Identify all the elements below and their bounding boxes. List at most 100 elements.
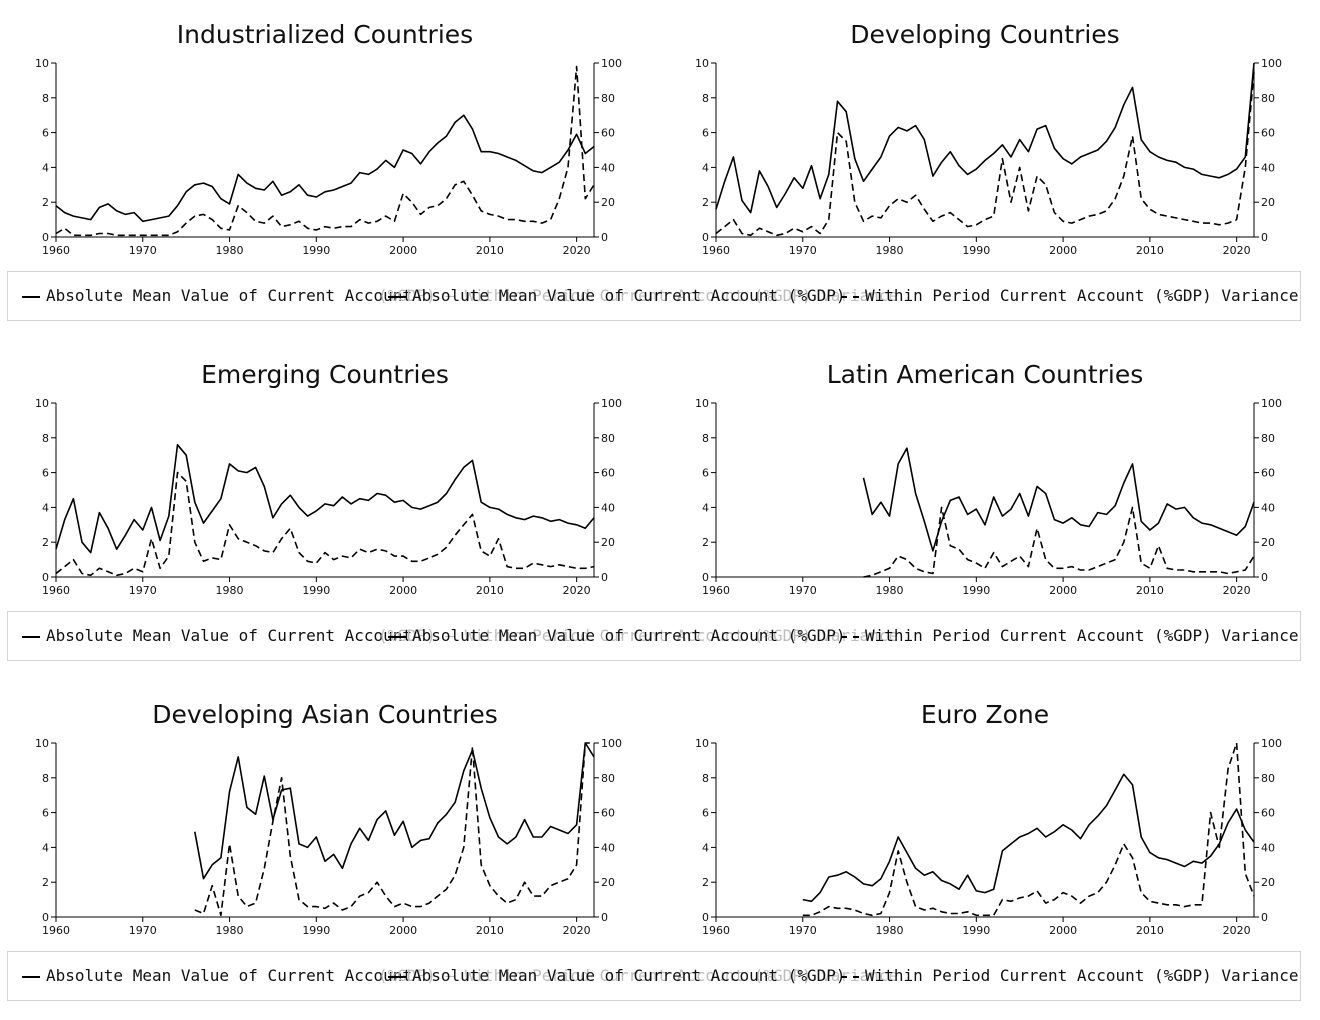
y-left-tick-label: 10 bbox=[695, 737, 709, 750]
y-right-tick-label: 60 bbox=[1261, 807, 1275, 820]
x-tick-label: 1970 bbox=[789, 924, 817, 937]
y-right-tick-label: 20 bbox=[601, 536, 615, 549]
y-right-tick-label: 100 bbox=[601, 57, 622, 70]
y-left-tick-label: 10 bbox=[35, 397, 49, 410]
solid-line-icon bbox=[388, 635, 406, 638]
y-right-tick-label: 0 bbox=[1261, 911, 1268, 924]
legend-ghost-label: (%GDP) — Within Period Current Account (… bbox=[378, 966, 899, 985]
x-tick-label: 1970 bbox=[129, 244, 157, 257]
x-tick-label: 1990 bbox=[962, 924, 990, 937]
y-left-tick-label: 6 bbox=[702, 467, 709, 480]
x-tick-label: 1970 bbox=[129, 584, 157, 597]
y-right-tick-label: 80 bbox=[1261, 92, 1275, 105]
dashed-line-icon bbox=[841, 975, 859, 978]
x-tick-label: 2000 bbox=[389, 244, 417, 257]
y-left-tick-label: 10 bbox=[35, 57, 49, 70]
x-tick-label: 1980 bbox=[216, 924, 244, 937]
variance-series-line bbox=[194, 742, 594, 917]
x-tick-label: 1990 bbox=[302, 244, 330, 257]
y-right-tick-label: 40 bbox=[601, 841, 615, 854]
y-left-tick-label: 0 bbox=[702, 911, 709, 924]
y-left-tick-label: 8 bbox=[702, 772, 709, 785]
legend-abs-full-item: Absolute Mean Value of Current Account (… bbox=[388, 627, 845, 645]
y-right-tick-label: 100 bbox=[601, 397, 622, 410]
x-tick-label: 2010 bbox=[1136, 584, 1164, 597]
x-tick-label: 1980 bbox=[876, 584, 904, 597]
y-right-tick-label: 100 bbox=[601, 737, 622, 750]
chart-title: Developing Countries bbox=[850, 20, 1119, 49]
legend-var-item: Within Period Current Account (%GDP) Var… bbox=[841, 627, 1298, 645]
abs-mean-series-line bbox=[55, 443, 595, 554]
abs-mean-series-line bbox=[862, 447, 1255, 552]
x-tick-label: 1990 bbox=[302, 584, 330, 597]
x-tick-label: 2000 bbox=[1049, 924, 1077, 937]
y-left-tick-label: 4 bbox=[702, 501, 709, 514]
y-right-tick-label: 0 bbox=[1261, 231, 1268, 244]
y-right-tick-label: 80 bbox=[601, 772, 615, 785]
x-tick-label: 1990 bbox=[962, 244, 990, 257]
chart-title: Emerging Countries bbox=[201, 360, 449, 389]
y-right-tick-label: 40 bbox=[601, 501, 615, 514]
x-tick-label: 2010 bbox=[1136, 244, 1164, 257]
x-tick-label: 1970 bbox=[789, 244, 817, 257]
y-left-tick-label: 0 bbox=[702, 571, 709, 584]
y-left-tick-label: 6 bbox=[42, 467, 49, 480]
abs-mean-series-line bbox=[802, 773, 1255, 903]
x-tick-label: 1990 bbox=[962, 584, 990, 597]
solid-line-icon bbox=[22, 295, 40, 298]
x-tick-label: 2000 bbox=[1049, 584, 1077, 597]
legend-abs-full-item: Absolute Mean Value of Current Account (… bbox=[388, 967, 845, 985]
chart-panel: Emerging Countries0246810020406080100196… bbox=[35, 360, 622, 597]
y-right-tick-label: 20 bbox=[1261, 876, 1275, 889]
y-left-tick-label: 2 bbox=[702, 196, 709, 209]
y-right-tick-label: 20 bbox=[601, 196, 615, 209]
legend-abs-label: Absolute Mean Value of Current Account bbox=[46, 286, 413, 305]
y-left-tick-label: 2 bbox=[702, 876, 709, 889]
x-tick-label: 1970 bbox=[789, 584, 817, 597]
y-right-tick-label: 0 bbox=[601, 571, 608, 584]
dashed-line-icon bbox=[841, 295, 859, 298]
legend-abs-label: Absolute Mean Value of Current Account bbox=[46, 966, 413, 985]
y-left-tick-label: 6 bbox=[702, 807, 709, 820]
y-right-tick-label: 40 bbox=[601, 161, 615, 174]
chart-panel: Developing Countries02468100204060801001… bbox=[695, 20, 1282, 257]
y-right-tick-label: 80 bbox=[1261, 772, 1275, 785]
x-tick-label: 1980 bbox=[216, 584, 244, 597]
y-left-tick-label: 0 bbox=[42, 571, 49, 584]
y-right-tick-label: 20 bbox=[1261, 196, 1275, 209]
y-left-tick-label: 0 bbox=[42, 911, 49, 924]
y-right-tick-label: 0 bbox=[1261, 571, 1268, 584]
x-tick-label: 1970 bbox=[129, 924, 157, 937]
legend-ghost-item: (%GDP) — Within Period Current Account (… bbox=[378, 967, 898, 985]
x-tick-label: 2000 bbox=[1049, 244, 1077, 257]
y-left-tick-label: 8 bbox=[42, 772, 49, 785]
x-tick-label: 2020 bbox=[563, 584, 591, 597]
y-left-tick-label: 10 bbox=[35, 737, 49, 750]
abs-mean-series-line bbox=[194, 742, 595, 880]
legend-ghost-item: (%GDP) — Within Period Current Account (… bbox=[378, 287, 898, 305]
legend-row-3: Absolute Mean Value of Current Account (… bbox=[7, 951, 1301, 1001]
solid-line-icon bbox=[388, 975, 406, 978]
chart-title: Euro Zone bbox=[921, 700, 1049, 729]
legend-abs-label: Absolute Mean Value of Current Account bbox=[46, 626, 413, 645]
y-right-tick-label: 60 bbox=[601, 807, 615, 820]
abs-mean-series-line bbox=[715, 62, 1255, 214]
y-left-tick-label: 8 bbox=[42, 92, 49, 105]
legend-ghost-label: (%GDP) — Within Period Current Account (… bbox=[378, 286, 899, 305]
x-tick-label: 2000 bbox=[389, 584, 417, 597]
y-left-tick-label: 8 bbox=[42, 432, 49, 445]
y-left-tick-label: 6 bbox=[702, 127, 709, 140]
x-tick-label: 2010 bbox=[476, 244, 504, 257]
x-tick-label: 2020 bbox=[563, 244, 591, 257]
y-right-tick-label: 80 bbox=[601, 92, 615, 105]
legend-abs-full-label: Absolute Mean Value of Current Account (… bbox=[412, 286, 846, 305]
x-tick-label: 1980 bbox=[216, 244, 244, 257]
y-left-tick-label: 4 bbox=[42, 841, 49, 854]
chart-title: Latin American Countries bbox=[827, 360, 1144, 389]
legend-row-1: Absolute Mean Value of Current Account (… bbox=[7, 271, 1301, 321]
y-left-tick-label: 0 bbox=[702, 231, 709, 244]
x-tick-label: 2010 bbox=[476, 584, 504, 597]
legend-abs-full-item: Absolute Mean Value of Current Account (… bbox=[388, 287, 845, 305]
y-right-tick-label: 20 bbox=[601, 876, 615, 889]
